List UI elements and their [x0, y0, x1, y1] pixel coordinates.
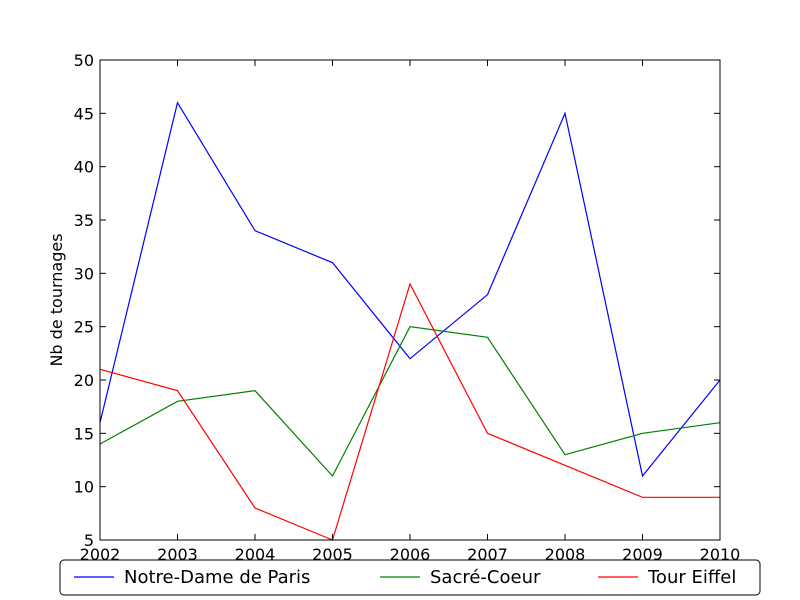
series-line-1 [99, 101, 721, 478]
y-tick-label: 35 [74, 211, 94, 230]
legend-label-3: Tour Eiffel [647, 567, 736, 588]
y-tick-label: 15 [74, 424, 94, 443]
x-tick-label: 2007 [467, 545, 508, 564]
plot-frame [99, 59, 721, 541]
y-tick-label: 5 [84, 531, 94, 550]
x-tick-label: 2009 [622, 545, 663, 564]
series-line-3 [99, 282, 720, 541]
series-layer [99, 101, 721, 541]
x-tick-label: 2010 [700, 545, 741, 564]
x-tick-label: 2002 [80, 545, 121, 564]
y-tick-label: 20 [74, 371, 94, 390]
legend-label-2: Sacré-Coeur [430, 567, 541, 588]
x-tick-label: 2003 [157, 545, 198, 564]
y-tick-label: 10 [74, 478, 94, 497]
y-axis-title: Nb de tournages [47, 233, 66, 366]
x-tick-label: 2008 [545, 545, 586, 564]
series-line-2 [99, 326, 721, 478]
x-tick-label: 2005 [312, 545, 353, 564]
y-tick-label: 40 [74, 158, 94, 177]
y-tick-label: 25 [74, 318, 94, 337]
y-tick-label: 30 [74, 264, 94, 283]
y-tick-label: 50 [74, 51, 94, 70]
x-tick-label: 2006 [390, 545, 431, 564]
legend-label-1: Notre-Dame de Paris [124, 567, 310, 588]
legend: Notre-Dame de Paris Sacré-Coeur Tour Eiffe… [59, 559, 761, 596]
ticks-layer: 2002 2003 2004 2005 2006 2007 2008 2009 2010 5 10 1… [74, 51, 741, 564]
y-tick-label: 45 [74, 104, 94, 123]
x-tick-label: 2004 [235, 545, 276, 564]
